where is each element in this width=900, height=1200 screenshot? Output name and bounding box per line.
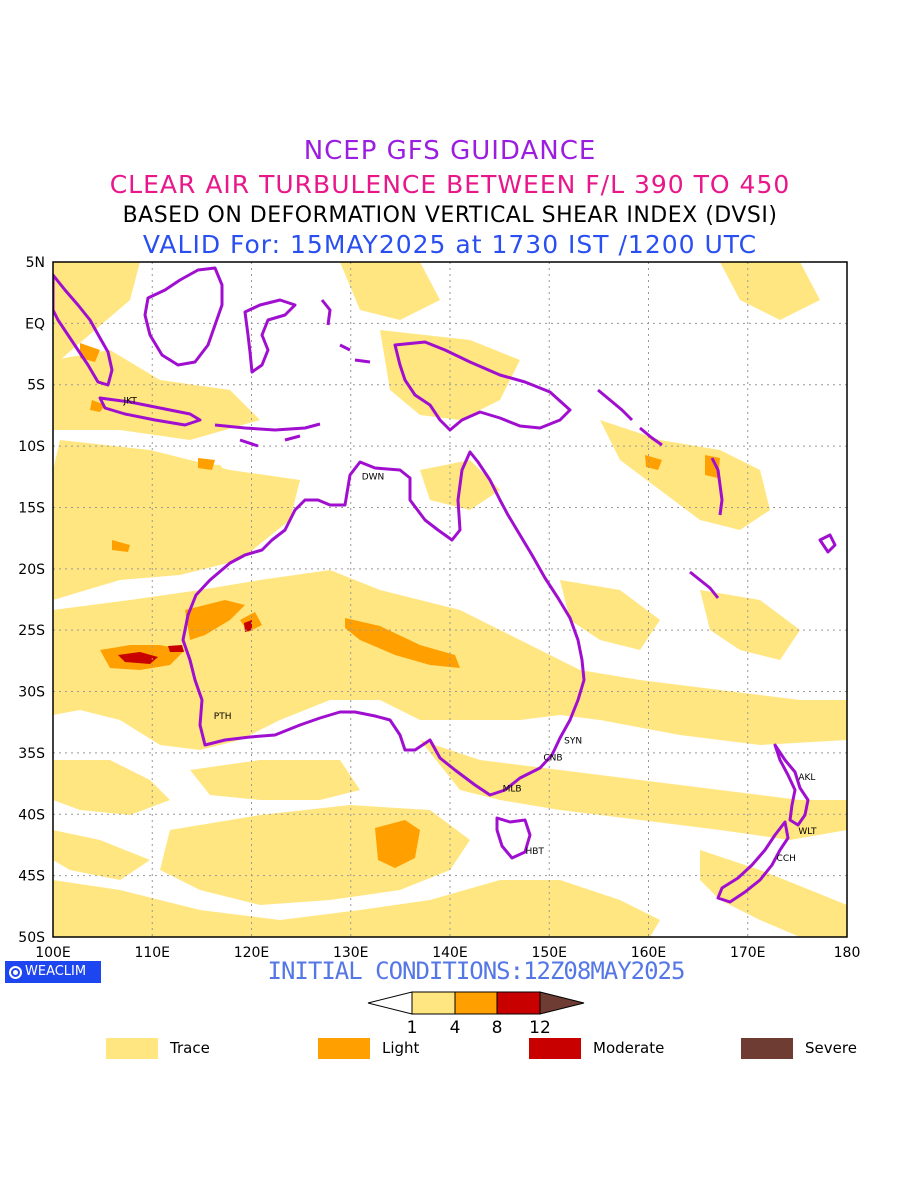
coast-fiji	[818, 533, 837, 554]
x-tick-label: 160E	[631, 945, 667, 961]
category-severe: Severe	[741, 1037, 857, 1059]
title-product: CLEAR AIR TURBULENCE BETWEEN F/L 390 TO …	[109, 170, 791, 199]
coast-borneo	[143, 266, 224, 367]
y-tick-label: EQ	[25, 316, 45, 332]
station-label-cnb: CNB	[543, 754, 562, 764]
colorbar-moderate	[496, 991, 541, 1015]
coast-tasmania	[495, 816, 532, 860]
logo-text: WEACLIM	[25, 964, 87, 979]
y-tick-label: 5S	[27, 378, 45, 394]
coast-new-caledonia	[689, 570, 720, 599]
coast-vanuatu	[710, 457, 724, 516]
coastlines	[53, 266, 837, 904]
colorbar-tick: 12	[529, 1018, 551, 1038]
coast-java	[98, 396, 202, 427]
map-frame	[52, 261, 848, 938]
x-tick-label: 180	[834, 945, 861, 961]
coast-lesser-sunda	[214, 422, 321, 448]
x-tick-label: 130E	[333, 945, 369, 961]
station-label-mlb: MLB	[503, 784, 522, 794]
x-tick-label: 100E	[35, 945, 71, 961]
y-tick-label: 40S	[18, 807, 45, 823]
coast-nz-south	[716, 820, 790, 904]
x-tick-label: 140E	[432, 945, 468, 961]
coast-nz-north	[773, 743, 810, 827]
colorbar-trace	[411, 991, 456, 1015]
station-label-akl: AKL	[798, 773, 815, 783]
station-label-jkt: JKT	[122, 396, 137, 406]
y-tick-label: 50S	[18, 930, 45, 946]
swatch-trace	[106, 1037, 158, 1059]
coast-solomons	[597, 388, 663, 447]
category-label: Trace	[170, 1039, 210, 1057]
coast-moluccas	[320, 299, 371, 364]
light-areas	[80, 343, 720, 868]
y-axis-ticks: 5N EQ 5S 10S 15S 20S 25S 30S 35S 40S 45S 50S	[18, 255, 45, 946]
station-label-dwn: DWN	[362, 473, 385, 483]
y-tick-label: 5N	[26, 255, 45, 271]
category-moderate: Moderate	[529, 1037, 664, 1059]
y-tick-label: 35S	[18, 746, 45, 762]
coast-sumatra	[53, 273, 114, 387]
colorbar-low-arrow	[367, 991, 413, 1015]
station-label-pth: PTH	[214, 712, 232, 722]
y-tick-label: 45S	[18, 869, 45, 885]
y-tick-label: 20S	[18, 562, 45, 578]
category-label: Moderate	[593, 1039, 665, 1057]
x-tick-label: 120E	[234, 945, 270, 961]
colorbar-tick: 8	[492, 1018, 503, 1038]
y-tick-label: 15S	[18, 500, 45, 516]
x-tick-label: 170E	[730, 945, 766, 961]
logo-ring-icon	[9, 965, 22, 979]
y-tick-label: 25S	[18, 623, 45, 639]
weaclim-logo: WEACLIM	[5, 961, 101, 983]
station-label-hbt: HBT	[525, 847, 544, 857]
colorbar: 1 4 8 12	[367, 991, 585, 1038]
colorbar-light	[454, 991, 498, 1015]
station-label-syn: SYN	[564, 736, 582, 746]
title-model: NCEP GFS GUIDANCE	[303, 136, 597, 166]
x-axis-ticks: 100E 110E 120E 130E 140E 150E 160E 170E 180	[35, 945, 860, 961]
category-light: Light	[318, 1037, 419, 1059]
colorbar-tick: 4	[450, 1018, 461, 1038]
swatch-moderate	[529, 1037, 581, 1059]
coast-new-guinea	[393, 340, 572, 432]
map-gridlines	[53, 262, 847, 937]
category-label: Severe	[805, 1039, 857, 1057]
title-valid-time: VALID For: 15MAY2025 at 1730 IST /1200 U…	[142, 230, 758, 259]
initial-conditions: INITIAL CONDITIONS:12Z08MAY2025	[267, 957, 686, 985]
coast-australia	[181, 450, 586, 797]
category-label: Light	[382, 1039, 420, 1057]
colorbar-tick: 1	[407, 1018, 418, 1038]
x-tick-label: 110E	[134, 945, 170, 961]
y-tick-label: 30S	[18, 685, 45, 701]
swatch-light	[318, 1037, 370, 1059]
category-trace: Trace	[106, 1037, 210, 1059]
x-tick-label: 150E	[531, 945, 567, 961]
colorbar-high-arrow	[539, 991, 585, 1015]
station-label-wlt: WLT	[798, 827, 817, 837]
coast-sulawesi	[243, 298, 297, 374]
y-tick-label: 10S	[18, 439, 45, 455]
title-method: BASED ON DEFORMATION VERTICAL SHEAR INDE…	[122, 203, 778, 228]
station-label-cch: CCH	[777, 854, 796, 864]
moderate-areas	[118, 620, 252, 664]
swatch-severe	[741, 1037, 793, 1059]
